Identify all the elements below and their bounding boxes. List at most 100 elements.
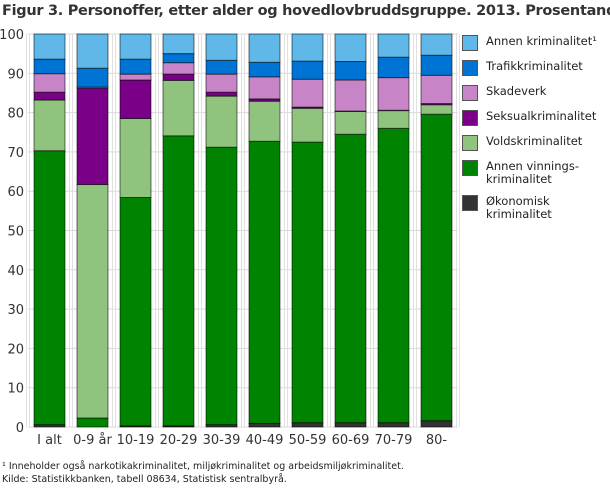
legend-item: Voldskriminalitet [462, 135, 610, 151]
bar-segment [119, 79, 152, 119]
bar-segment [33, 91, 66, 101]
bar-segment [205, 33, 238, 61]
bar-segment [420, 420, 453, 428]
y-tick-label: 60 [7, 185, 24, 200]
bar-segment [377, 56, 410, 79]
bar-segment [248, 100, 281, 142]
y-tick-label: 30 [7, 303, 24, 318]
bar-segment [205, 95, 238, 148]
bar-segment [420, 113, 453, 422]
x-tick-label: 30-39 [203, 433, 241, 448]
bar-segment [205, 91, 238, 97]
bar-segment [377, 77, 410, 111]
x-tick-label: I alt [37, 433, 62, 448]
bar-segment [76, 87, 109, 186]
bar-segment [119, 196, 152, 427]
bar-segment [291, 141, 324, 424]
bar-segment [420, 54, 453, 76]
bar-segment [248, 422, 281, 428]
bar-segment [334, 61, 367, 81]
bar-segment [377, 127, 410, 424]
bar-segment [377, 33, 410, 58]
bar-segment [33, 99, 66, 152]
legend-swatch [462, 110, 478, 126]
bar-segment [33, 150, 66, 426]
legend-label: Økonomisk kriminalitet [486, 195, 610, 221]
bar-segment [291, 60, 324, 80]
x-tick-label: 10-19 [117, 433, 155, 448]
bar-segment [420, 33, 453, 56]
legend-item: Skadeverk [462, 85, 610, 101]
y-tick-label: 50 [7, 225, 24, 240]
bar-segment [162, 73, 195, 81]
legend-swatch [462, 160, 478, 176]
legend-item: Annen vinnings- kriminalitet [462, 160, 610, 186]
x-tick-label: 70-79 [375, 433, 413, 448]
bar-segment [162, 135, 195, 427]
bar-segment [248, 61, 281, 78]
footnote: ¹ Inneholder også narkotikakriminalitet,… [2, 461, 404, 472]
source-note: Kilde: Statistikkbanken, tabell 08634, S… [2, 474, 287, 485]
bar-segment [205, 59, 238, 75]
bar-segment [33, 33, 66, 60]
bar-segment [420, 104, 453, 115]
bar-segment [33, 73, 66, 93]
x-tick-label: 50-59 [289, 433, 327, 448]
bar-segment [119, 33, 152, 60]
y-tick-label: 40 [7, 264, 24, 279]
bar-segment [377, 110, 410, 129]
bar-segment [76, 33, 109, 69]
legend-label: Annen vinnings- kriminalitet [486, 160, 610, 186]
legend-item: Annen kriminalitet¹ [462, 35, 610, 51]
bar-segment [76, 184, 109, 419]
x-tick-label: 60-69 [332, 433, 370, 448]
legend-label-line: kriminalitet [486, 207, 552, 221]
bar-segment [119, 117, 152, 198]
legend-item: Økonomisk kriminalitet [462, 195, 610, 221]
legend-label-line: Annen vinnings- [486, 159, 579, 173]
bar-segment [420, 74, 453, 105]
legend-swatch [462, 60, 478, 76]
bar-segment [162, 62, 195, 75]
legend-item: Trafikkriminalitet [462, 60, 610, 76]
bar-segment [205, 146, 238, 426]
bar-segment [291, 107, 324, 143]
bar-segment [291, 33, 324, 62]
legend-swatch [462, 35, 478, 51]
y-tick-label: 90 [7, 67, 24, 82]
bar-segment [162, 33, 195, 55]
legend-label: Trafikkriminalitet [486, 59, 583, 73]
legend-swatch [462, 135, 478, 151]
bar-segment [248, 140, 281, 424]
y-tick-label: 80 [7, 107, 24, 122]
bar-segment [76, 67, 109, 88]
x-tick-label: 0-9 år [73, 433, 112, 448]
y-tick-label: 70 [7, 146, 24, 161]
bar-segment [334, 33, 367, 63]
bar-segment [334, 133, 367, 424]
legend-label: Voldskriminalitet [486, 134, 583, 148]
bar-segment [334, 79, 367, 112]
bar-segment [162, 79, 195, 137]
x-tick-label: 80- [426, 433, 448, 448]
legend-item: Seksualkriminalitet [462, 110, 610, 126]
x-tick-label: 40-49 [246, 433, 284, 448]
y-tick-label: 100 [0, 28, 24, 43]
legend-label-line: Økonomisk [486, 194, 550, 208]
legend-swatch [462, 85, 478, 101]
bar-segment [334, 422, 367, 428]
legend-label: Seksualkriminalitet [486, 109, 597, 123]
bar-segment [291, 422, 324, 428]
bar-segment [119, 73, 152, 81]
bar-segment [119, 58, 152, 75]
bar-segment [248, 33, 281, 63]
bar-segment [205, 73, 238, 93]
chart-title: Figur 3. Personoffer, etter alder og hov… [2, 3, 610, 19]
legend-label: Annen kriminalitet¹ [486, 34, 597, 48]
y-tick-label: 10 [7, 382, 24, 397]
bar-segment [76, 417, 109, 428]
legend-label-line: kriminalitet [486, 172, 552, 186]
legend-swatch [462, 195, 478, 211]
